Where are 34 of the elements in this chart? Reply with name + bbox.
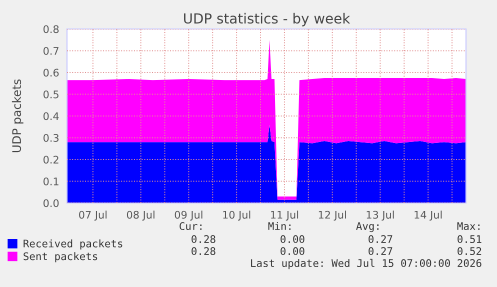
text: 0.00	[280, 247, 304, 256]
text: 0.28	[192, 235, 216, 244]
x-tick-label: 08 Jul	[126, 210, 154, 221]
y-axis-title: UDP packets	[12, 79, 24, 152]
text: Max:	[457, 222, 480, 230]
legend-label: Received packets	[24, 239, 122, 250]
text: 0.52	[458, 247, 482, 256]
text: 0.51	[458, 235, 482, 244]
x-tick-label: 09 Jul	[174, 210, 202, 221]
y-tick-label: 0.2	[43, 156, 58, 164]
x-tick-label: 07 Jul	[79, 210, 107, 221]
text: 0.00	[280, 235, 304, 244]
text: Avg:	[356, 222, 378, 232]
x-tick-label: 11 Jul	[271, 210, 298, 221]
text: Cur:	[180, 222, 202, 230]
y-tick-label: 0.0	[43, 199, 59, 208]
y-tick-label: 0.4	[43, 112, 59, 120]
chart-title: UDP statistics - by week	[184, 12, 350, 26]
text: 0.27	[368, 247, 392, 256]
y-tick-label: 0.5	[43, 90, 58, 98]
text: Min:	[268, 222, 290, 230]
text: 0.27	[368, 235, 392, 244]
x-tick-label: 13 Jul	[366, 210, 394, 221]
y-tick-label: 0.7	[43, 46, 58, 55]
text: 0.28	[192, 247, 216, 256]
x-tick-label: 12 Jul	[318, 210, 346, 221]
x-tick-label: 14 Jul	[414, 210, 442, 221]
y-tick-label: 0.8	[43, 25, 59, 34]
legend-label: Sent packets	[24, 252, 98, 262]
y-tick-label: 0.3	[43, 134, 59, 142]
text: Last update: Wed Jul 15 07:00:00 2026	[251, 258, 482, 270]
y-tick-label: 0.1	[43, 177, 58, 186]
y-tick-label: 0.6	[43, 68, 59, 77]
x-tick-label: 10 Jul	[223, 210, 250, 221]
